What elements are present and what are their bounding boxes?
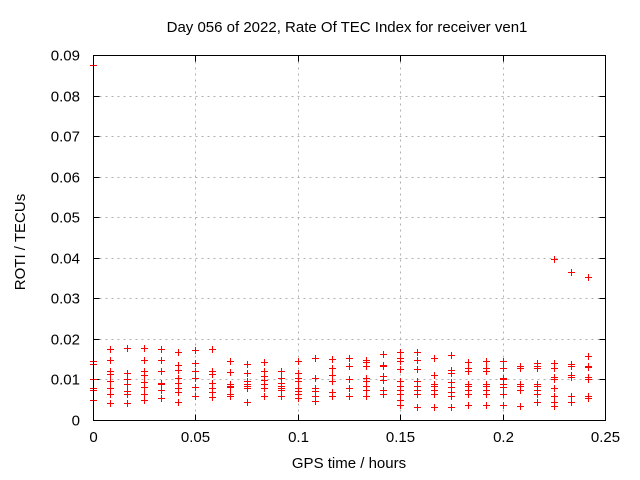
chart-title: Day 056 of 2022, Rate Of TEC Index for r… bbox=[167, 19, 528, 36]
y-tick-label: 0.05 bbox=[51, 210, 80, 227]
gridlines bbox=[93, 55, 606, 421]
y-tick-label: 0.07 bbox=[51, 129, 80, 146]
y-tick-label: 0.01 bbox=[51, 372, 80, 389]
y-tick-label: 0.02 bbox=[51, 332, 80, 349]
y-tick-label: 0.03 bbox=[51, 291, 80, 308]
y-axis-label: ROTI / TECUs bbox=[12, 194, 29, 290]
x-tick-label: 0.25 bbox=[591, 429, 620, 446]
data-points bbox=[90, 62, 592, 411]
x-tick-label: 0.2 bbox=[493, 429, 514, 446]
plot-border bbox=[93, 55, 606, 421]
x-axis-label: GPS time / hours bbox=[292, 455, 406, 472]
y-tick-label: 0.06 bbox=[51, 170, 80, 187]
x-tick-label: 0.05 bbox=[181, 429, 210, 446]
x-tick-label: 0.15 bbox=[386, 429, 415, 446]
tick-labels: 0 0.01 0.02 0.03 0.04 0.05 0.06 0.07 0.08 0.09 0 0.… bbox=[51, 48, 620, 447]
y-tick-label: 0.08 bbox=[51, 89, 80, 106]
y-tick-label: 0.09 bbox=[51, 48, 80, 65]
y-tick-label: 0 bbox=[72, 413, 80, 430]
y-tick-label: 0.04 bbox=[51, 251, 80, 268]
scatter-markers bbox=[90, 62, 592, 411]
x-tick-label: 0 bbox=[89, 429, 97, 446]
x-tick-label: 0.1 bbox=[288, 429, 309, 446]
